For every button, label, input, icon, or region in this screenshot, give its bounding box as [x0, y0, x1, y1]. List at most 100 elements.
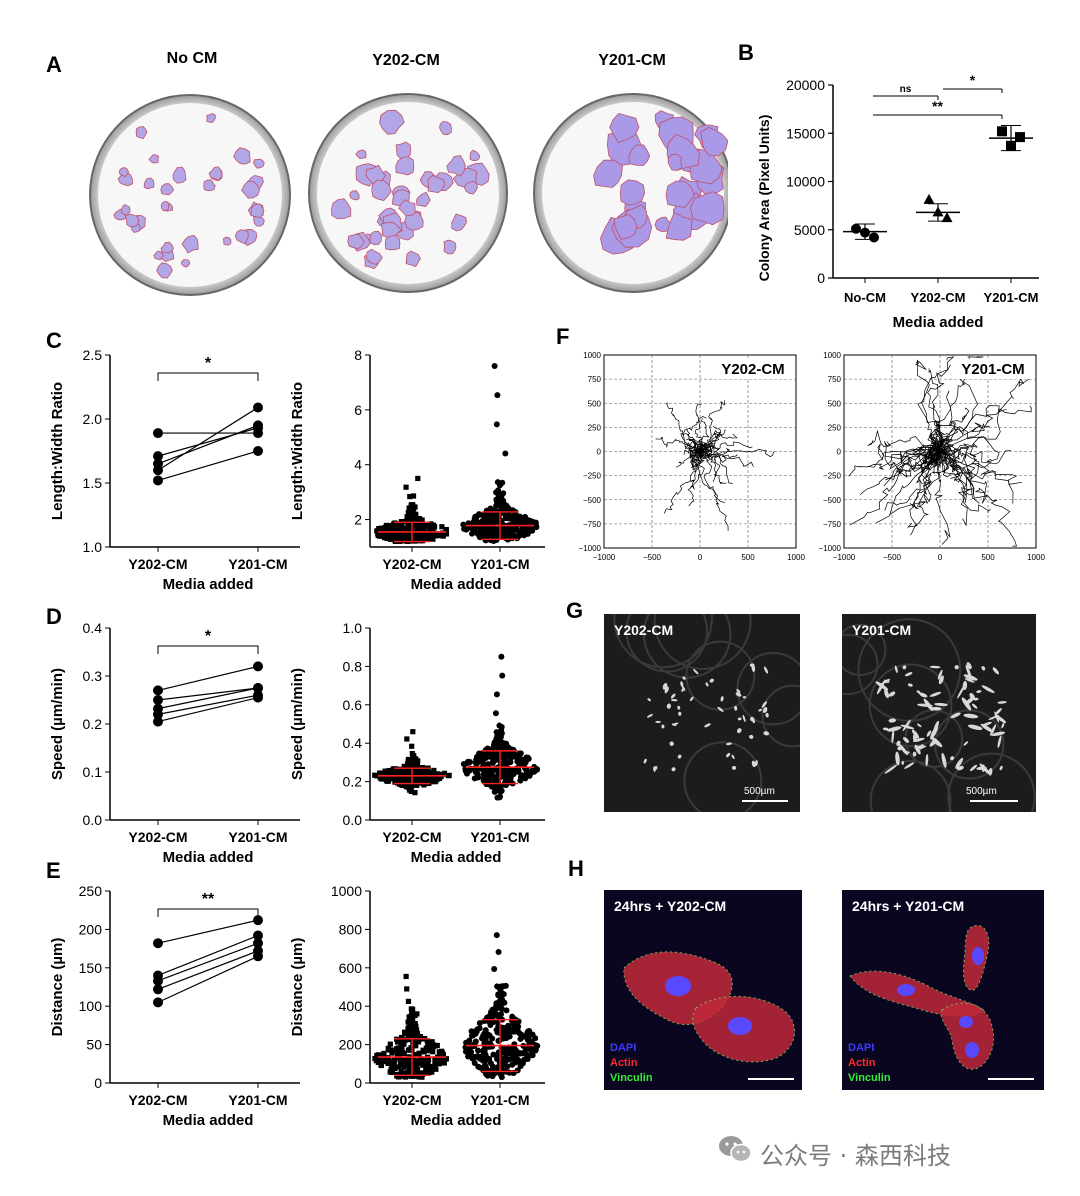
outlier-point	[408, 502, 415, 508]
panel-letter-f: F	[556, 324, 570, 349]
cell-track	[939, 405, 1032, 454]
outlier-point	[491, 965, 498, 972]
cell-track	[698, 418, 710, 452]
cell-blob	[888, 691, 896, 697]
cell-point	[386, 523, 392, 529]
outlier-point	[494, 392, 501, 399]
cell-point	[525, 1034, 532, 1041]
colony	[593, 159, 623, 188]
cell-track	[699, 449, 775, 458]
cell-track	[655, 437, 701, 452]
cell-blob	[919, 744, 924, 750]
if-image-y201: 24hrs + Y201-CM DAPI Actin Vinculin	[842, 890, 1044, 1090]
outlier-point	[493, 691, 500, 698]
cell-blob	[929, 665, 941, 669]
f-ytick-label: 0	[597, 448, 602, 457]
cell-track	[939, 449, 1014, 504]
right-xtick-label: Y202-CM	[382, 1092, 441, 1108]
outlier-point	[499, 672, 506, 679]
cell-blob	[933, 720, 940, 732]
cell-blob	[901, 760, 905, 765]
cell-blob	[904, 672, 913, 677]
cell-blob	[677, 705, 681, 710]
cell-track	[939, 378, 1030, 452]
cell-point	[405, 1057, 411, 1063]
cell-blob	[678, 711, 682, 716]
halo-ring	[761, 684, 800, 748]
cell-point	[409, 1021, 416, 1027]
left-ytick-label: 0.4	[83, 620, 103, 636]
pair-point	[153, 984, 163, 995]
colony	[415, 191, 431, 207]
cell-blob	[923, 698, 934, 711]
cell-point	[423, 778, 429, 784]
cell-point	[439, 524, 445, 530]
cell-point	[404, 1069, 410, 1076]
cell-point	[399, 530, 405, 536]
cell-point	[526, 1027, 533, 1034]
f-xtick-label: −1000	[833, 553, 856, 562]
cell-point	[419, 1074, 425, 1080]
b-sig-label: ns	[900, 84, 912, 95]
cell-point	[410, 1027, 417, 1033]
colony	[384, 235, 401, 251]
cell-point	[377, 770, 383, 776]
cell-point	[485, 776, 492, 783]
cell-point	[429, 1039, 435, 1045]
cell-point	[516, 750, 523, 757]
cell-point	[514, 1027, 521, 1034]
cell-point	[418, 520, 424, 526]
outlier-point	[404, 736, 410, 742]
colony	[469, 149, 481, 161]
cell-track	[909, 449, 941, 536]
cell-blob	[661, 724, 665, 729]
cell-point	[388, 769, 394, 776]
pair-point	[153, 475, 163, 486]
cell-point	[504, 746, 511, 753]
left-ylabel: Distance (µm)	[49, 938, 66, 1037]
cell-point	[514, 1067, 521, 1074]
cell-blob	[749, 734, 754, 739]
cell-point	[388, 536, 394, 543]
panel-letter-d: D	[46, 604, 62, 629]
cell-point	[479, 765, 486, 772]
colony	[148, 154, 159, 164]
cell-point	[496, 787, 503, 794]
colony	[250, 203, 265, 219]
cell-point	[482, 517, 489, 524]
cell-point	[483, 1064, 490, 1071]
cell-point	[476, 750, 483, 757]
cell-blob	[929, 691, 942, 697]
right-xlabel: Media added	[411, 576, 502, 593]
cell-point	[397, 1056, 403, 1062]
cell-point	[412, 761, 418, 767]
b-point	[932, 206, 944, 217]
cell-point	[405, 1019, 411, 1025]
cell-track	[875, 451, 941, 524]
cell-point	[398, 769, 404, 775]
cell-point	[389, 1050, 395, 1056]
cell-track	[682, 433, 701, 454]
cell-point	[502, 1032, 509, 1039]
cell-blob	[720, 696, 724, 702]
cell-point	[440, 1052, 447, 1058]
cell-blob	[886, 726, 902, 732]
cell-track	[699, 451, 721, 482]
cell-blob	[717, 706, 724, 712]
cell-point	[471, 1060, 478, 1067]
cell-blob	[950, 712, 961, 719]
cell-point	[533, 522, 540, 529]
dish-y201-cm	[533, 93, 728, 293]
colony	[331, 198, 352, 220]
cell-track	[689, 451, 703, 490]
cell-point	[433, 533, 439, 539]
cell-point	[526, 772, 533, 779]
h-legend-vinculin-y201: Vinculin	[848, 1072, 891, 1084]
cell-point	[443, 531, 449, 537]
cell-blob	[971, 703, 978, 709]
cell-point	[496, 722, 503, 729]
colony	[369, 230, 382, 246]
pair-line	[157, 950, 259, 990]
cell-point	[417, 769, 424, 775]
cell-point	[419, 1070, 426, 1077]
